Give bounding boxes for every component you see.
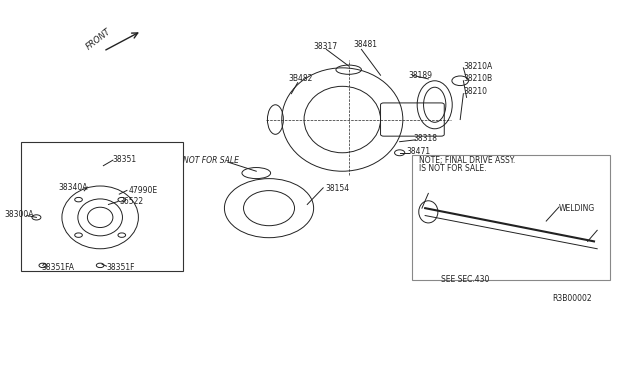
Text: 38210B: 38210B <box>463 74 493 83</box>
Text: 47990E: 47990E <box>129 186 158 195</box>
Circle shape <box>118 233 125 237</box>
Text: NOT FOR SALE: NOT FOR SALE <box>183 156 239 166</box>
Text: 36522: 36522 <box>119 197 143 206</box>
Circle shape <box>394 150 404 156</box>
Text: 38351FA: 38351FA <box>42 263 74 272</box>
Text: 38481: 38481 <box>354 41 378 49</box>
Text: 38210A: 38210A <box>463 61 493 71</box>
Text: 38154: 38154 <box>325 185 349 193</box>
Circle shape <box>75 198 83 202</box>
Text: 38210: 38210 <box>463 87 488 96</box>
Text: 38317: 38317 <box>314 42 338 51</box>
Circle shape <box>75 233 83 237</box>
Text: FRONT: FRONT <box>84 26 113 51</box>
Text: R3B00002: R3B00002 <box>552 294 592 303</box>
Text: 38189: 38189 <box>408 71 432 80</box>
Circle shape <box>39 263 47 267</box>
Bar <box>412 155 610 280</box>
Text: 38471: 38471 <box>406 147 430 156</box>
Circle shape <box>118 198 125 202</box>
Text: 38318: 38318 <box>413 134 438 143</box>
Text: NOTE; FINAL DRIVE ASSY.: NOTE; FINAL DRIVE ASSY. <box>419 156 515 166</box>
Circle shape <box>97 263 104 267</box>
Circle shape <box>32 215 41 220</box>
Text: 38351: 38351 <box>113 155 137 164</box>
Text: 38340A: 38340A <box>59 183 88 192</box>
Text: WELDING: WELDING <box>559 203 595 213</box>
Text: IS NOT FOR SALE.: IS NOT FOR SALE. <box>419 164 486 173</box>
Text: SEE SEC.430: SEE SEC.430 <box>441 275 490 283</box>
Text: 3B482: 3B482 <box>288 74 312 83</box>
Text: 38300A: 38300A <box>4 210 34 219</box>
Text: 38351F: 38351F <box>106 263 135 272</box>
Bar <box>20 142 183 271</box>
